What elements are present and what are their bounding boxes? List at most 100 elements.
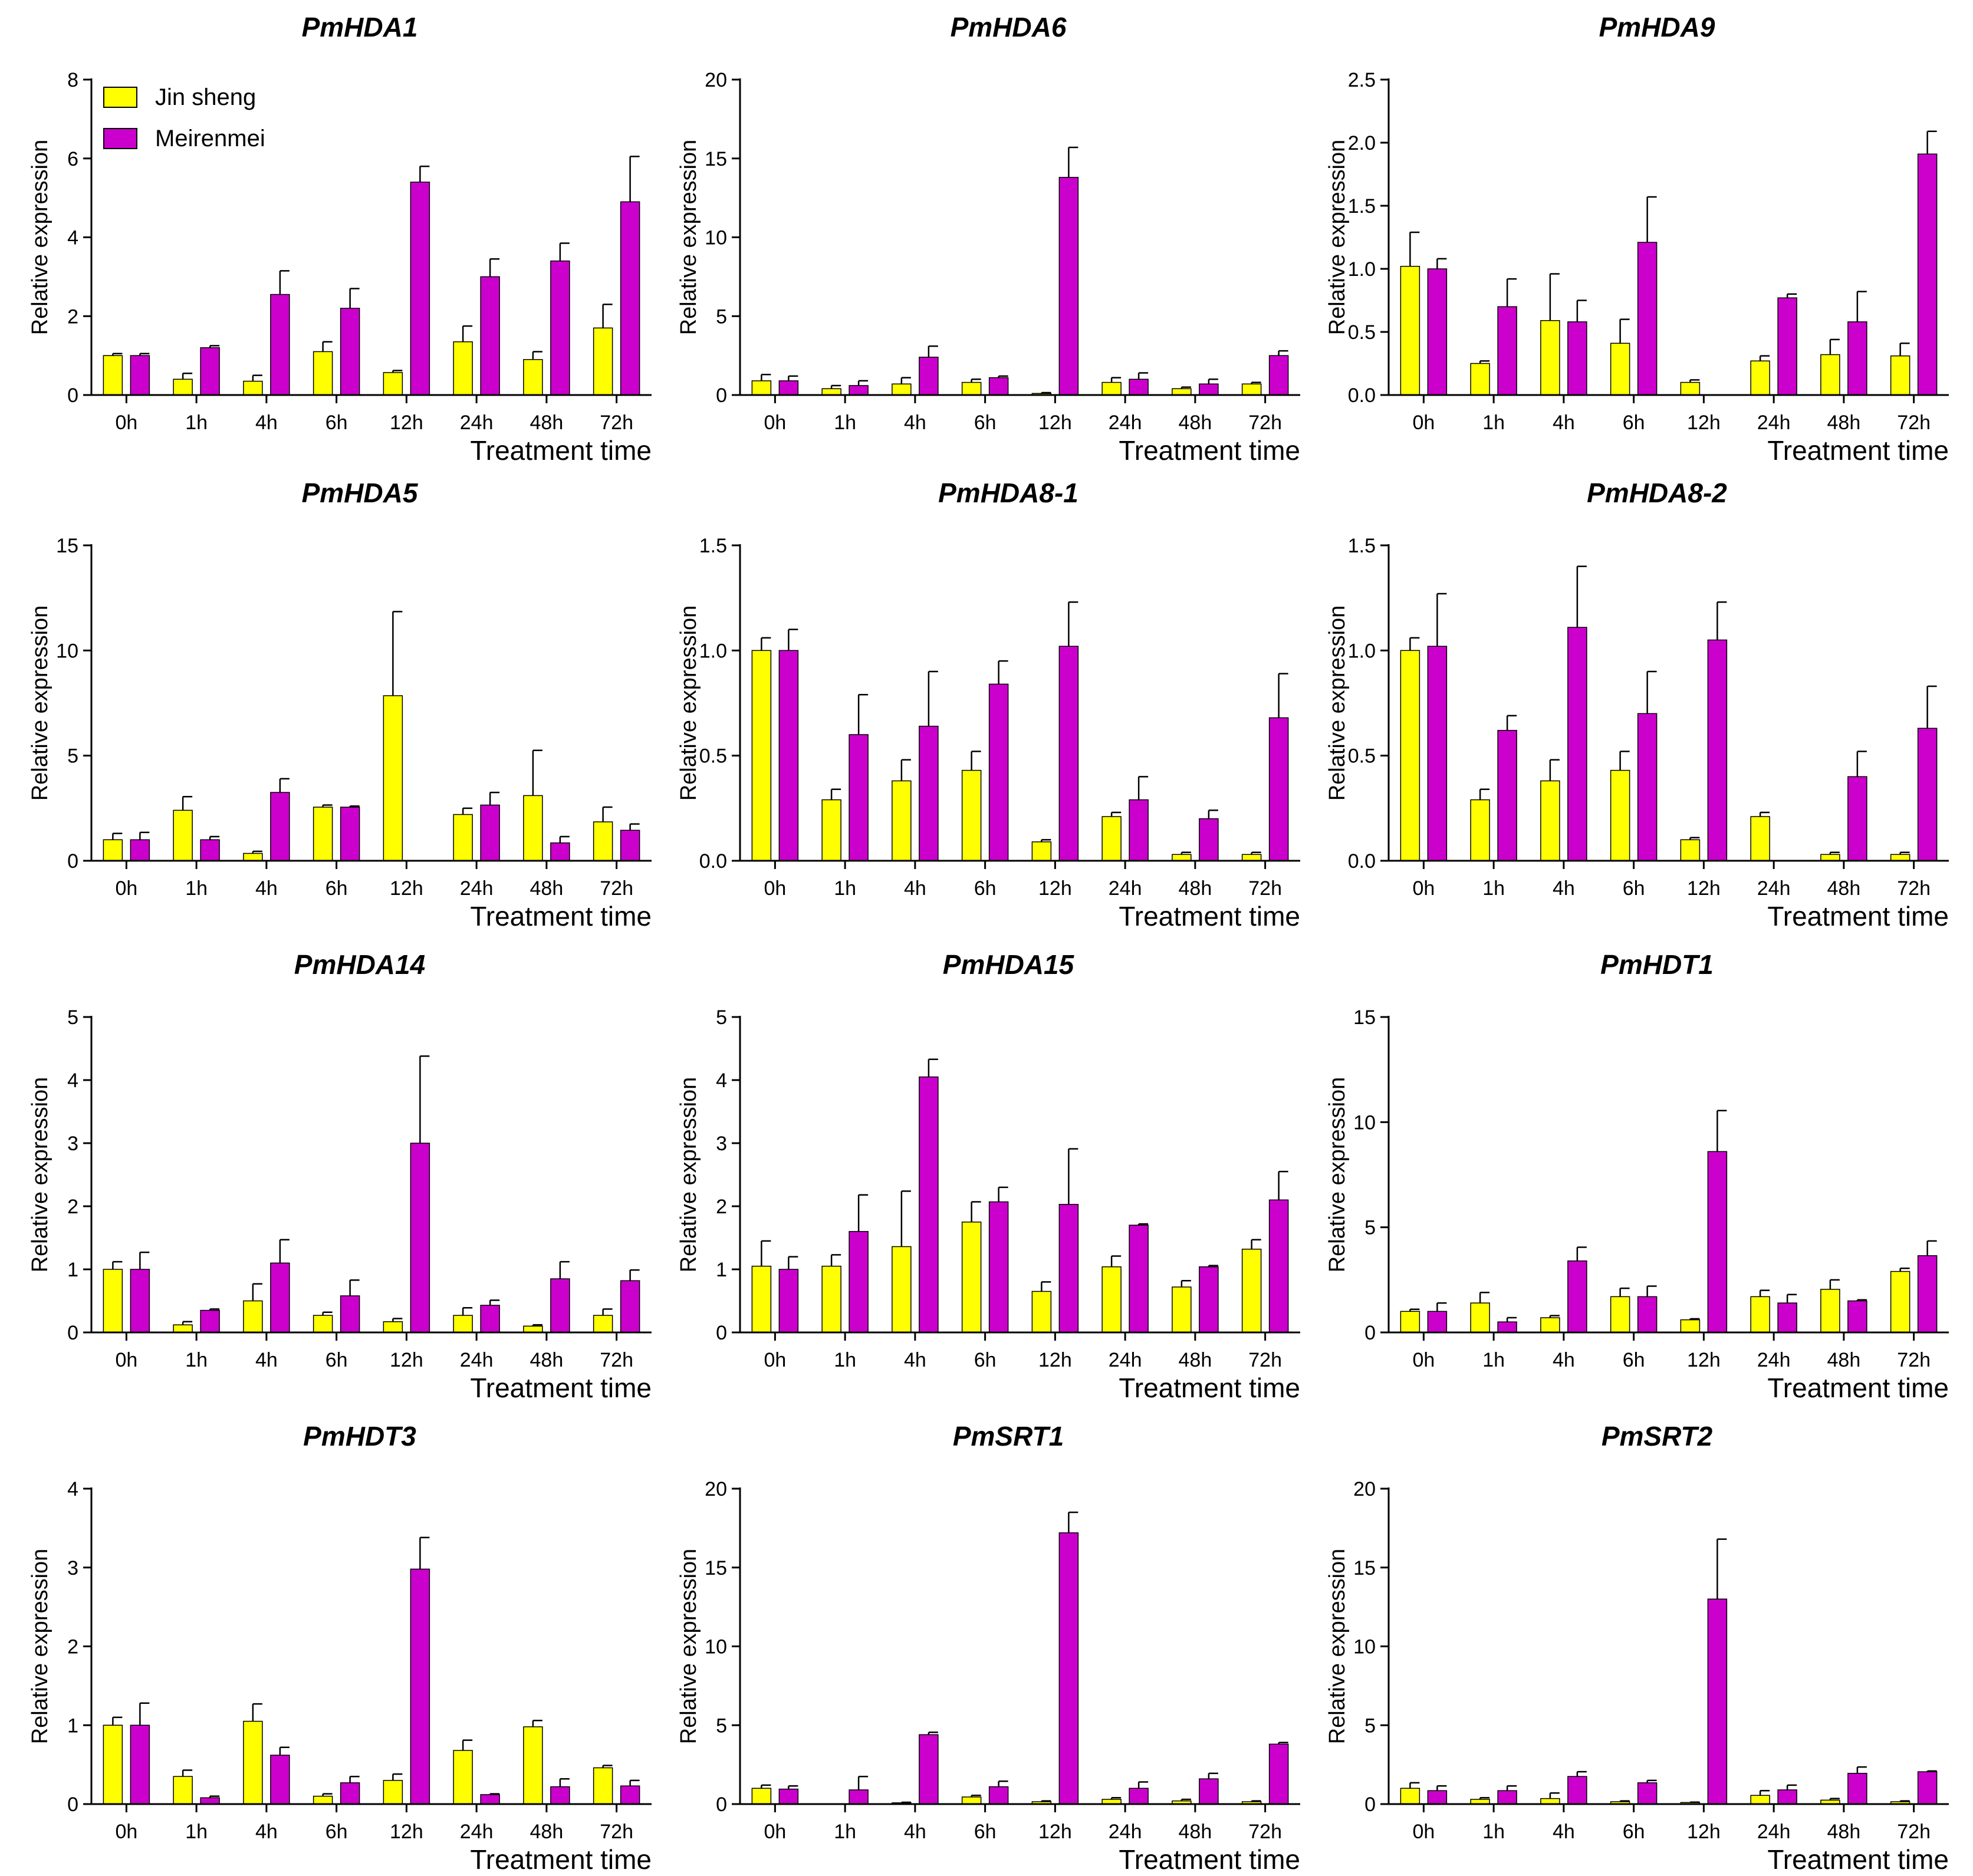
chart-title: PmHDA1 [302,12,418,42]
y-tick-label: 2 [67,1636,78,1658]
bar-jin-sheng-24h [1750,360,1770,396]
y-tick-label: 0.5 [1348,745,1376,768]
bar-meirenmei-4h [1567,1260,1587,1333]
y-tick-label: 1.5 [1348,195,1376,218]
bar-jin-sheng-48h [523,1726,543,1805]
x-tick-label: 12h [1687,1349,1721,1371]
bar-meirenmei-1h [1497,1321,1517,1333]
x-tick-label: 12h [390,1821,423,1843]
bar-jin-sheng-24h [1101,381,1122,396]
x-tick-label: 48h [530,1349,564,1371]
chart-title: PmHDT3 [303,1421,416,1452]
x-tick-label: 12h [1687,412,1721,434]
y-tick-label: 1 [67,1259,78,1281]
y-tick-label: 15 [705,1557,727,1579]
bar-meirenmei-4h [270,1262,290,1333]
y-tick-label: 0 [716,384,727,407]
bar-jin-sheng-1h [821,1265,841,1333]
bar-meirenmei-24h [480,276,500,396]
y-tick-label: 5 [716,1006,727,1029]
chart-svg: PmHDA14 0 1 2 3 4 5 Relative expression 0h 1h 4h 6h… [28,949,652,1403]
x-tick-label: 72h [1248,1349,1282,1371]
bar-meirenmei-1h [1497,730,1517,861]
bar-meirenmei-4h [919,1734,939,1805]
bar-jin-sheng-48h [1172,854,1192,861]
x-tick-label: 12h [390,877,423,900]
bar-meirenmei-6h [1637,1782,1658,1805]
x-tick-label: 6h [974,412,997,434]
x-axis-label: Treatment time [1119,435,1300,466]
bar-meirenmei-4h [1567,627,1587,861]
x-tick-label: 4h [255,1349,278,1371]
y-tick-label: 5 [1364,1714,1376,1737]
chart-svg: PmHDA8-2 0.0 0.5 1.0 1.5 Relative expression 0… [1325,478,1949,932]
x-tick-label: 48h [1179,412,1212,434]
chart-title: PmHDA8-2 [1587,478,1727,508]
x-tick-label: 24h [1109,877,1142,900]
bar-jin-sheng-4h [1540,1317,1560,1333]
bar-meirenmei-6h [340,1295,360,1333]
bar-jin-sheng-12h [383,695,403,861]
bar-jin-sheng-1h [821,799,841,861]
bar-meirenmei-12h [1058,646,1079,861]
bar-meirenmei-12h [410,182,430,396]
bar-meirenmei-6h [988,1786,1009,1805]
bar-meirenmei-12h [1058,1532,1079,1805]
x-tick-label: 48h [1827,412,1861,434]
bar-meirenmei-48h [550,1786,570,1805]
chart-svg: PmHDT3 0 1 2 3 4 Relative expression 0h 1h 4h 6h 12… [28,1421,652,1875]
bar-meirenmei-48h [550,842,570,861]
y-tick-label: 3 [67,1557,78,1579]
chart-title: PmHDT1 [1600,949,1714,980]
x-tick-label: 72h [600,1349,633,1371]
bar-meirenmei-0h [1427,268,1448,396]
bar-meirenmei-24h [480,804,500,861]
bar-meirenmei-24h [1129,1788,1149,1805]
x-tick-label: 24h [1109,1349,1142,1371]
x-axis-label: Treatment time [470,435,652,466]
chart-title: PmSRT2 [1602,1421,1713,1452]
x-tick-label: 4h [1553,877,1575,900]
x-tick-label: 0h [115,1349,137,1371]
bar-jin-sheng-24h [453,341,473,396]
x-tick-label: 48h [530,877,564,900]
chart-title: PmHDA9 [1599,12,1715,42]
bar-meirenmei-1h [1497,306,1517,396]
x-tick-label: 72h [1248,1821,1282,1843]
chart-title: PmHDA14 [294,949,425,980]
x-tick-label: 72h [1248,412,1282,434]
x-tick-label: 6h [1623,412,1645,434]
y-axis-label: Relative expression [28,1549,52,1745]
bar-meirenmei-6h [340,1782,360,1805]
x-tick-label: 1h [834,877,856,900]
x-axis-label: Treatment time [1119,1844,1300,1875]
bar-meirenmei-24h [1777,1789,1797,1805]
x-tick-label: 4h [1553,1821,1575,1843]
y-tick-label: 20 [705,69,727,91]
x-tick-label: 0h [115,1821,137,1843]
bar-meirenmei-72h [1917,728,1938,861]
x-tick-label: 1h [834,412,856,434]
y-tick-label: 1.0 [699,640,727,662]
y-tick-label: 15 [1353,1006,1376,1029]
bar-meirenmei-72h [1917,1771,1938,1805]
x-tick-label: 12h [390,1349,423,1371]
x-tick-label: 48h [1827,1821,1861,1843]
bar-jin-sheng-1h [173,379,193,396]
y-tick-label: 0 [1364,1793,1376,1816]
bar-meirenmei-48h [1847,1773,1867,1805]
bar-meirenmei-48h [550,1278,570,1333]
chart-title: PmHDA15 [943,949,1075,980]
x-tick-label: 48h [1827,1349,1861,1371]
bar-meirenmei-1h [849,385,869,396]
x-axis-label: Treatment time [1767,1373,1949,1403]
y-axis-label: Relative expression [1325,605,1350,801]
bar-jin-sheng-48h [1820,354,1840,396]
x-tick-label: 0h [764,877,786,900]
x-tick-label: 24h [460,1821,494,1843]
bar-meirenmei-4h [270,1755,290,1805]
bar-jin-sheng-4h [243,1720,263,1805]
bar-meirenmei-6h [340,308,360,396]
x-tick-label: 0h [764,1349,786,1371]
y-tick-label: 4 [67,227,78,249]
